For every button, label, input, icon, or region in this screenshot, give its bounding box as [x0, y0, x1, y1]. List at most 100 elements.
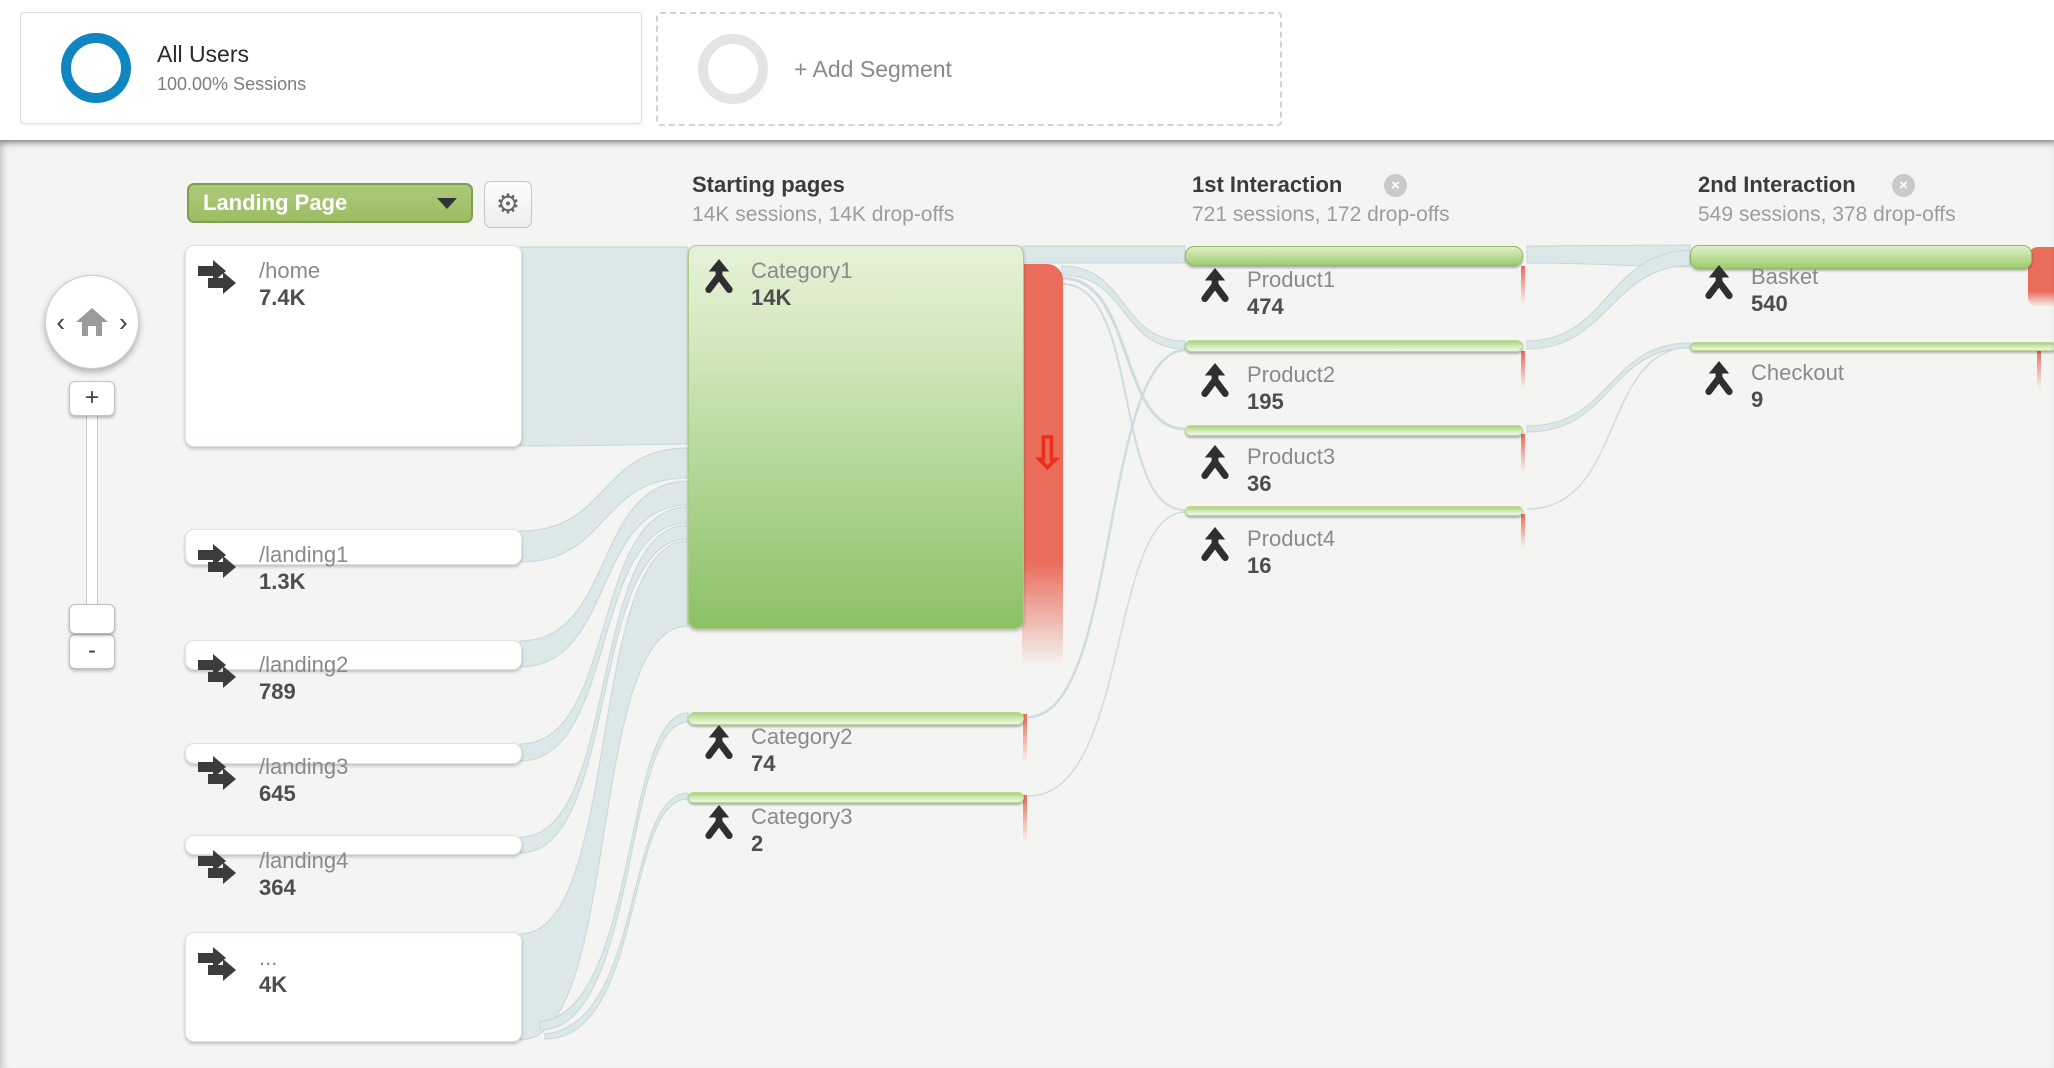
column-title: 2nd Interaction: [1698, 172, 1856, 197]
node-bar-landing4[interactable]: [185, 835, 522, 855]
node-label-basket: Basket 540: [1702, 264, 1818, 317]
node-bar-checkout[interactable]: [1690, 342, 2054, 351]
close-column-icon[interactable]: ×: [1892, 174, 1915, 197]
flow-band[interactable]: [519, 540, 689, 1041]
segment-subtitle: 100.00% Sessions: [157, 74, 307, 94]
segment-header: All Users 100.00% Sessions + Add Segment: [0, 0, 2054, 140]
column-header-starting-pages: Starting pages 14K sessions, 14K drop-of…: [692, 172, 954, 227]
flow-band[interactable]: [1061, 283, 1186, 511]
dimension-dropdown-label: Landing Page: [203, 190, 348, 215]
node-label-landing4: /landing4 364: [198, 848, 348, 901]
flow-band[interactable]: [1027, 348, 1186, 719]
drop-off-tick: [1023, 714, 1027, 762]
branch-node-icon: [1705, 265, 1733, 299]
flow-band[interactable]: [1526, 249, 1691, 350]
add-segment-donut-icon: [698, 34, 768, 104]
segment-card-all-users[interactable]: All Users 100.00% Sessions: [20, 12, 642, 124]
flow-band[interactable]: [1061, 265, 1186, 350]
node-bar-category2[interactable]: [688, 712, 1024, 725]
node-bar-product1[interactable]: [1185, 246, 1523, 266]
node-label-home: /home 7.4K: [198, 258, 320, 311]
branch-node-icon: [1201, 445, 1229, 479]
add-segment-button[interactable]: + Add Segment: [656, 12, 1282, 126]
drop-off-tick: [1521, 434, 1525, 472]
flow-band[interactable]: [539, 712, 689, 1031]
column-subtitle: 14K sessions, 14K drop-offs: [692, 203, 955, 226]
flow-band[interactable]: [1061, 276, 1186, 431]
branch-node-icon: [705, 805, 733, 839]
node-bar-product4[interactable]: [1185, 506, 1523, 516]
node-bar-landing3[interactable]: [185, 743, 522, 764]
node-label-more: ... 4K: [198, 945, 287, 998]
node-label-landing3: /landing3 645: [198, 754, 348, 807]
branch-node-icon: [1201, 268, 1229, 302]
dimension-dropdown[interactable]: Landing Page: [187, 183, 473, 223]
node-label-landing1: /landing1 1.3K: [198, 542, 348, 595]
segment-donut-icon: [61, 33, 131, 103]
node-label-product2: Product2 195: [1198, 362, 1335, 415]
node-label-product3: Product3 36: [1198, 444, 1335, 497]
entrance-arrows-icon: [198, 947, 236, 981]
column-subtitle: 721 sessions, 172 drop-offs: [1192, 203, 1450, 226]
zoom-in-button[interactable]: +: [69, 381, 115, 416]
flow-canvas: ⇩ /home: [0, 140, 2054, 1068]
node-bar-category1[interactable]: [688, 245, 1024, 629]
drop-off-tick: [1521, 351, 1525, 389]
flow-band[interactable]: [1526, 346, 1691, 510]
entrance-arrows-icon: [198, 260, 236, 294]
pan-navigator[interactable]: ‹ ›: [45, 275, 139, 369]
entrance-arrows-icon: [198, 654, 236, 688]
drop-off-tick: [1521, 514, 1525, 548]
column-title: 1st Interaction: [1192, 172, 1343, 197]
node-bar-product3[interactable]: [1185, 425, 1523, 436]
zoom-slider-handle[interactable]: [69, 604, 115, 634]
settings-button[interactable]: ⚙: [484, 181, 532, 228]
branch-node-icon: [1705, 361, 1733, 395]
flow-band[interactable]: [1021, 245, 1186, 264]
node-label-product1: Product1 474: [1198, 267, 1335, 320]
gear-icon: ⚙: [495, 189, 521, 219]
close-column-icon[interactable]: ×: [1384, 174, 1407, 197]
segment-title: All Users: [157, 41, 250, 67]
entrance-arrows-icon: [198, 544, 236, 578]
home-icon[interactable]: [74, 306, 110, 338]
column-subtitle: 549 sessions, 378 drop-offs: [1698, 203, 1956, 226]
node-label-checkout: Checkout 9: [1702, 360, 1844, 413]
entrance-arrows-icon: [198, 850, 236, 884]
drop-off-arrow-icon: ⇩: [1029, 429, 1066, 478]
drop-off-tick: [1023, 795, 1027, 841]
branch-node-icon: [705, 725, 733, 759]
node-label-product4: Product4 16: [1198, 526, 1335, 579]
chevron-down-icon: [437, 197, 457, 209]
zoom-out-button[interactable]: -: [69, 634, 115, 669]
drop-off-tick: [1521, 266, 1525, 304]
drop-off-band[interactable]: [2028, 247, 2054, 307]
flow-band[interactable]: [1526, 342, 1691, 433]
chevron-right-icon[interactable]: ›: [119, 307, 128, 337]
drop-off-band[interactable]: [1022, 264, 1063, 666]
node-bar-basket[interactable]: [1690, 245, 2032, 269]
entrance-arrows-icon: [198, 756, 236, 790]
node-bar-landing1[interactable]: [185, 529, 522, 565]
node-label-category2: Category2 74: [702, 724, 853, 777]
node-bar-product2[interactable]: [1185, 340, 1523, 352]
column-title: Starting pages: [692, 172, 845, 197]
node-label-category1: Category1 14K: [702, 258, 853, 311]
flow-band[interactable]: [544, 792, 689, 1040]
node-bar-home[interactable]: [185, 245, 522, 447]
flow-band[interactable]: [1027, 511, 1186, 797]
flow-band[interactable]: [519, 246, 689, 447]
node-label-category3: Category3 2: [702, 804, 853, 857]
column-header-second-interaction: 2nd Interaction 549 sessions, 378 drop-o…: [1698, 172, 1956, 227]
drop-off-tick: [2037, 349, 2041, 389]
node-bar-category3[interactable]: [688, 792, 1024, 803]
node-bar-landing2[interactable]: [185, 640, 522, 670]
branch-node-icon: [1201, 363, 1229, 397]
chevron-left-icon[interactable]: ‹: [56, 307, 65, 337]
add-segment-label: + Add Segment: [794, 55, 952, 82]
branch-node-icon: [1201, 527, 1229, 561]
node-bar-more[interactable]: [185, 932, 522, 1042]
column-header-first-interaction: 1st Interaction 721 sessions, 172 drop-o…: [1192, 172, 1450, 227]
